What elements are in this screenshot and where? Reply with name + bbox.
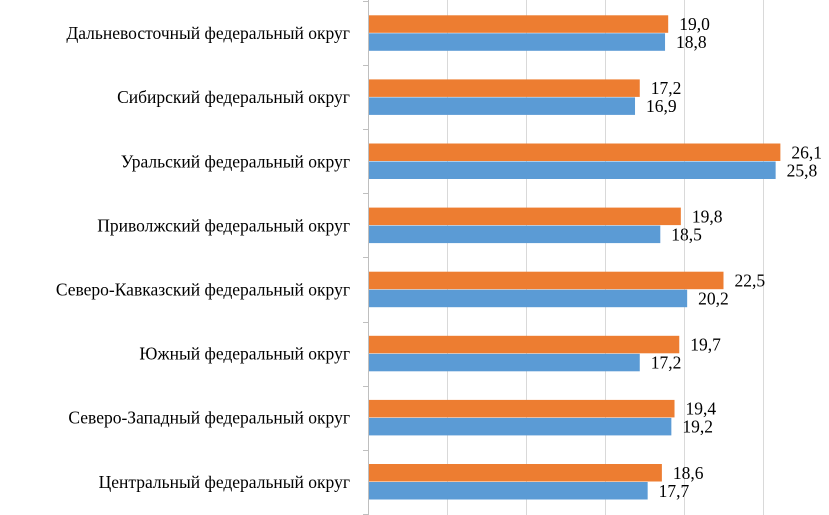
- value-labels: 19,018,817,216,926,125,819,818,522,520,2…: [646, 14, 822, 501]
- data-label: 17,7: [659, 481, 690, 501]
- bar: [369, 482, 648, 500]
- category-label: Южный федеральный округ: [139, 344, 350, 364]
- y-axis: [363, 0, 369, 515]
- category-label: Северо-Западный федеральный округ: [68, 408, 350, 428]
- bar: [369, 207, 681, 226]
- bar: [369, 464, 662, 482]
- category-labels: Дальневосточный федеральный округ Сибирск…: [56, 23, 350, 492]
- category-label: Дальневосточный федеральный округ: [66, 23, 350, 43]
- bar: [369, 353, 640, 372]
- data-label: 22,5: [735, 270, 766, 290]
- data-label: 25,8: [787, 160, 818, 180]
- bar: [369, 161, 776, 179]
- data-label: 16,9: [646, 96, 677, 116]
- bar: [369, 225, 661, 244]
- data-label: 18,5: [671, 224, 702, 244]
- data-label: 17,2: [651, 353, 682, 373]
- data-label: 18,6: [673, 463, 704, 483]
- data-label: 19,2: [682, 417, 713, 437]
- data-label: 19,8: [692, 206, 723, 226]
- category-label: Северо-Кавказский федеральный округ: [56, 279, 350, 299]
- bar: [369, 417, 672, 436]
- data-label: 18,8: [676, 32, 707, 52]
- category-label: Центральный федеральный округ: [99, 472, 350, 492]
- category-label: Сибирский федеральный округ: [117, 87, 350, 107]
- data-label: 17,2: [651, 78, 682, 98]
- bar: [369, 335, 680, 354]
- bar: [369, 399, 675, 418]
- bar: [369, 271, 724, 290]
- bar: [369, 15, 669, 33]
- gridlines: [447, 0, 764, 515]
- bar: [369, 289, 688, 308]
- category-label: Уральский федеральный округ: [121, 151, 350, 171]
- data-label: 19,0: [679, 14, 710, 34]
- bar: [369, 143, 781, 161]
- data-label: 20,2: [698, 288, 729, 308]
- data-label: 26,1: [791, 142, 822, 162]
- data-label: 19,7: [690, 335, 721, 355]
- category-label: Приволжский федеральный округ: [97, 215, 350, 235]
- data-label: 19,4: [686, 399, 717, 419]
- bar: [369, 97, 636, 115]
- bars: [369, 15, 781, 500]
- bar: [369, 33, 666, 51]
- bar: [369, 79, 640, 97]
